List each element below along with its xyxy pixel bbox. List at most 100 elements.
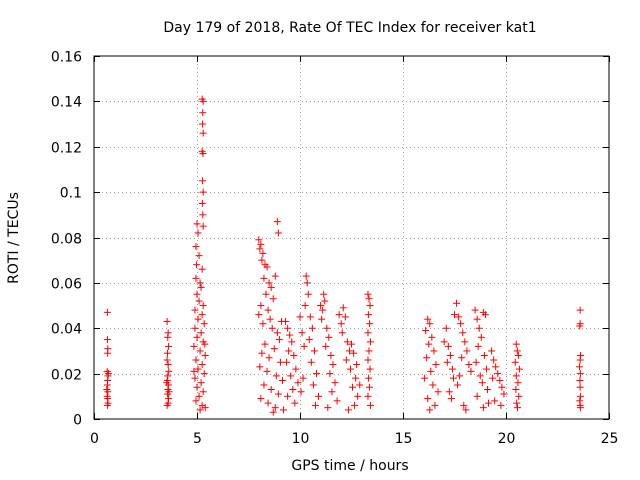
data-point (291, 399, 299, 407)
data-point (285, 347, 293, 355)
data-point (201, 404, 209, 412)
data-point (366, 365, 374, 373)
data-point (422, 327, 430, 335)
data-point (465, 361, 473, 369)
data-point (467, 367, 475, 375)
data-point (576, 404, 584, 412)
data-point (327, 351, 335, 359)
data-point (426, 406, 434, 414)
x-tick-label: 10 (292, 431, 310, 447)
y-tick-label: 0.06 (51, 277, 82, 293)
data-point (366, 302, 374, 310)
data-point (576, 363, 584, 371)
data-point (201, 351, 209, 359)
data-point (258, 349, 266, 357)
data-point (104, 370, 112, 378)
data-point (289, 386, 297, 394)
data-point (500, 390, 508, 398)
data-point (310, 347, 318, 355)
data-point (476, 372, 484, 380)
data-point (262, 290, 270, 298)
data-point (164, 349, 172, 357)
data-point (192, 243, 200, 251)
data-point (461, 338, 469, 346)
data-point (163, 401, 171, 409)
data-point (199, 129, 207, 137)
data-point (103, 386, 111, 394)
data-point (199, 188, 207, 196)
data-point (269, 408, 277, 416)
data-point (482, 365, 490, 373)
data-point (268, 324, 276, 332)
data-point (576, 383, 584, 391)
data-point (265, 279, 273, 287)
data-point (259, 320, 267, 328)
data-point (497, 401, 505, 409)
data-point (512, 340, 520, 348)
data-point (199, 222, 207, 230)
data-point (199, 302, 207, 310)
data-point (351, 401, 359, 409)
data-point (263, 367, 271, 375)
data-point (312, 370, 320, 378)
data-point (259, 249, 267, 257)
data-point (311, 401, 319, 409)
data-point (344, 406, 352, 414)
data-point (494, 370, 502, 378)
data-point (339, 304, 347, 312)
data-point (349, 383, 357, 391)
data-point (267, 283, 275, 291)
data-point (515, 392, 523, 400)
data-point (264, 399, 272, 407)
data-point (448, 365, 456, 373)
data-point (299, 374, 307, 382)
data-point (423, 354, 431, 362)
x-tick-label: 20 (498, 431, 516, 447)
data-point (472, 358, 480, 366)
data-point (303, 279, 311, 287)
data-point (453, 299, 461, 307)
data-point (428, 333, 436, 341)
data-point (352, 374, 360, 382)
data-point (513, 347, 521, 355)
data-point (103, 308, 111, 316)
data-point (271, 272, 279, 280)
data-point (342, 356, 350, 364)
data-point (459, 329, 467, 337)
data-point (490, 356, 498, 364)
y-tick-label: 0.1 (60, 186, 82, 202)
data-point (163, 356, 171, 364)
data-point (337, 320, 345, 328)
data-point (455, 313, 463, 321)
data-point (446, 351, 454, 359)
data-point (280, 406, 288, 414)
data-point (488, 347, 496, 355)
data-point (256, 245, 264, 253)
data-point (274, 390, 282, 398)
data-point (430, 347, 438, 355)
data-point (356, 381, 364, 389)
data-point (421, 374, 429, 382)
data-point (103, 336, 111, 344)
y-tick-label: 0.16 (51, 50, 82, 66)
data-point (365, 374, 373, 382)
data-point (514, 351, 522, 359)
x-tick-label: 0 (90, 431, 99, 447)
data-point (197, 283, 205, 291)
data-point (364, 356, 372, 364)
data-point (194, 229, 202, 237)
data-point (283, 358, 291, 366)
data-point (163, 379, 171, 387)
data-point (343, 338, 351, 346)
data-point (286, 331, 294, 339)
data-point (199, 150, 207, 158)
data-point (326, 370, 334, 378)
data-point (325, 333, 333, 341)
data-point (318, 315, 326, 323)
data-point (191, 374, 199, 382)
data-point (201, 340, 209, 348)
data-point (442, 324, 450, 332)
data-point (451, 311, 458, 319)
data-point (462, 406, 470, 414)
data-point (191, 324, 199, 332)
